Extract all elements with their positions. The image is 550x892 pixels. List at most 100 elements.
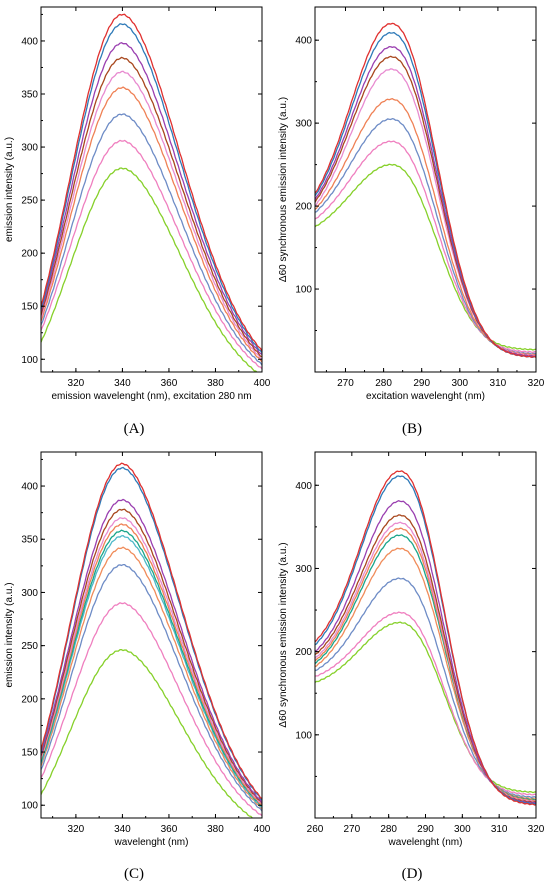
x-tick-label: 290 bbox=[413, 378, 430, 389]
series-line bbox=[41, 70, 262, 360]
y-tick-label: 350 bbox=[21, 535, 38, 546]
series-line bbox=[41, 523, 262, 806]
x-tick-label: 260 bbox=[307, 824, 324, 835]
series-line bbox=[41, 466, 262, 801]
y-tick-label: 250 bbox=[21, 196, 38, 207]
y-axis-label: Δ60 synchronous emission intensity (a.u.… bbox=[278, 97, 289, 282]
series-line bbox=[315, 97, 536, 356]
x-axis-label: wavelenght (nm) bbox=[114, 837, 189, 848]
y-tick-label: 100 bbox=[21, 355, 38, 366]
series-line bbox=[315, 514, 536, 804]
chart-c: 320 340 360 380 400 100 150 200 250 300 350 400 wave… bbox=[4, 451, 271, 848]
panel-label-c: (C) bbox=[124, 866, 144, 882]
x-tick-label: 380 bbox=[207, 824, 224, 835]
y-tick-label: 250 bbox=[21, 641, 38, 652]
y-tick-label: 300 bbox=[295, 564, 312, 575]
x-tick-label: 400 bbox=[254, 378, 271, 389]
y-tick-label: 200 bbox=[21, 249, 38, 260]
x-tick-label: 310 bbox=[490, 378, 507, 389]
y-tick-label: 400 bbox=[295, 36, 312, 47]
y-tick-label: 100 bbox=[295, 285, 312, 296]
y-tick-label: 200 bbox=[295, 202, 312, 213]
y-axis-label: emission intensity (a.u.) bbox=[4, 582, 15, 687]
series-line bbox=[315, 621, 536, 794]
series-line bbox=[41, 86, 262, 363]
chart-d: 260 270 280 290 300 310 320 100 200 300 400 wavelen… bbox=[278, 451, 545, 848]
chart-b: 270 280 290 300 310 320 100 200 300 400 excitation… bbox=[278, 6, 545, 402]
series-line bbox=[315, 611, 536, 796]
x-tick-label: 310 bbox=[491, 824, 508, 835]
x-tick-label: 340 bbox=[114, 824, 131, 835]
series-line bbox=[315, 140, 536, 353]
series-line bbox=[41, 563, 262, 812]
x-tick-label: 320 bbox=[68, 824, 85, 835]
series-line bbox=[41, 498, 262, 804]
plot-frame bbox=[314, 6, 537, 373]
x-tick-label: 300 bbox=[451, 378, 468, 389]
series-line bbox=[41, 42, 262, 355]
series-line bbox=[41, 13, 262, 352]
y-tick-label: 350 bbox=[21, 90, 38, 101]
series-line bbox=[41, 529, 262, 807]
x-tick-label: 340 bbox=[114, 378, 131, 389]
series-line bbox=[41, 546, 262, 810]
y-tick-label: 400 bbox=[21, 482, 38, 493]
series-line bbox=[41, 56, 262, 358]
x-axis-label: emission wavelenght (nm), excitation 280… bbox=[51, 391, 251, 402]
series-line bbox=[315, 163, 536, 351]
plot-frame bbox=[40, 6, 263, 373]
y-tick-label: 100 bbox=[21, 801, 38, 812]
x-tick-label: 320 bbox=[528, 824, 545, 835]
series-line bbox=[41, 139, 262, 370]
series-line bbox=[41, 508, 262, 804]
x-tick-label: 400 bbox=[254, 824, 271, 835]
x-tick-label: 270 bbox=[343, 824, 360, 835]
y-tick-label: 400 bbox=[295, 481, 312, 492]
panel-label-d: (D) bbox=[401, 866, 423, 882]
x-tick-label: 280 bbox=[375, 378, 392, 389]
series-group bbox=[315, 22, 536, 358]
x-tick-label: 360 bbox=[161, 824, 178, 835]
series-group bbox=[315, 470, 536, 806]
y-tick-label: 400 bbox=[21, 36, 38, 47]
series-line bbox=[41, 648, 254, 818]
x-tick-label: 320 bbox=[68, 378, 85, 389]
chart-a: 320 340 360 380 400100150200250300350400emis… bbox=[4, 6, 271, 402]
series-line bbox=[41, 602, 262, 817]
y-tick-label: 300 bbox=[295, 119, 312, 130]
y-tick-label: 100 bbox=[295, 730, 312, 741]
x-tick-label: 380 bbox=[207, 378, 224, 389]
series-group bbox=[41, 462, 262, 818]
y-tick-label: 300 bbox=[21, 588, 38, 599]
x-tick-label: 290 bbox=[417, 824, 434, 835]
x-tick-label: 300 bbox=[454, 824, 471, 835]
series-line bbox=[315, 118, 536, 355]
panel-label-a: (A) bbox=[123, 421, 145, 437]
x-tick-label: 270 bbox=[337, 378, 354, 389]
x-tick-label: 360 bbox=[161, 378, 178, 389]
series-line bbox=[315, 500, 536, 804]
y-tick-label: 150 bbox=[21, 302, 38, 313]
y-tick-label: 200 bbox=[295, 647, 312, 658]
y-axis-label: Δ60 synchronous emission intensity (a.u.… bbox=[278, 542, 289, 727]
series-line bbox=[315, 22, 536, 358]
series-line bbox=[41, 113, 262, 366]
series-line bbox=[315, 55, 536, 358]
series-line bbox=[41, 462, 262, 800]
plot-frame bbox=[314, 451, 537, 819]
series-line bbox=[315, 527, 536, 802]
plot-frame bbox=[40, 451, 263, 819]
series-line bbox=[41, 517, 262, 805]
x-tick-label: 320 bbox=[528, 378, 545, 389]
series-line bbox=[315, 45, 536, 358]
series-group bbox=[41, 13, 262, 372]
x-axis-label: excitation wavelenght (nm) bbox=[366, 391, 485, 402]
series-line bbox=[315, 534, 536, 801]
y-tick-label: 200 bbox=[21, 694, 38, 705]
y-axis-label: emission intensity (a.u.) bbox=[4, 137, 15, 242]
x-tick-label: 280 bbox=[380, 824, 397, 835]
y-tick-label: 150 bbox=[21, 748, 38, 759]
series-line bbox=[41, 534, 262, 809]
panel-label-b: (B) bbox=[402, 421, 422, 437]
